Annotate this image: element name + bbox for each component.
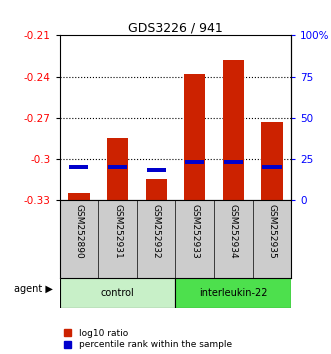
Bar [184, 74, 205, 200]
Bar [107, 138, 128, 200]
Text: GSM252890: GSM252890 [74, 204, 83, 259]
Text: GSM252932: GSM252932 [152, 204, 161, 258]
Bar [223, 60, 244, 200]
Bar [68, 193, 89, 200]
Bar [108, 165, 127, 169]
Text: GSM252935: GSM252935 [267, 204, 276, 259]
Text: GSM252933: GSM252933 [190, 204, 199, 259]
Text: agent ▶: agent ▶ [14, 284, 53, 295]
Text: interleukin-22: interleukin-22 [199, 288, 267, 298]
Bar [146, 179, 167, 200]
Bar [185, 160, 204, 164]
Bar [60, 278, 175, 308]
Bar [147, 168, 166, 172]
Text: control: control [101, 288, 134, 298]
Legend: log10 ratio, percentile rank within the sample: log10 ratio, percentile rank within the … [64, 329, 232, 349]
Bar [261, 122, 283, 200]
Bar [69, 165, 88, 169]
Title: GDS3226 / 941: GDS3226 / 941 [128, 21, 223, 34]
Text: GSM252931: GSM252931 [113, 204, 122, 259]
Text: GSM252934: GSM252934 [229, 204, 238, 258]
Bar [175, 278, 291, 308]
Bar [224, 160, 243, 164]
Bar [262, 165, 282, 169]
